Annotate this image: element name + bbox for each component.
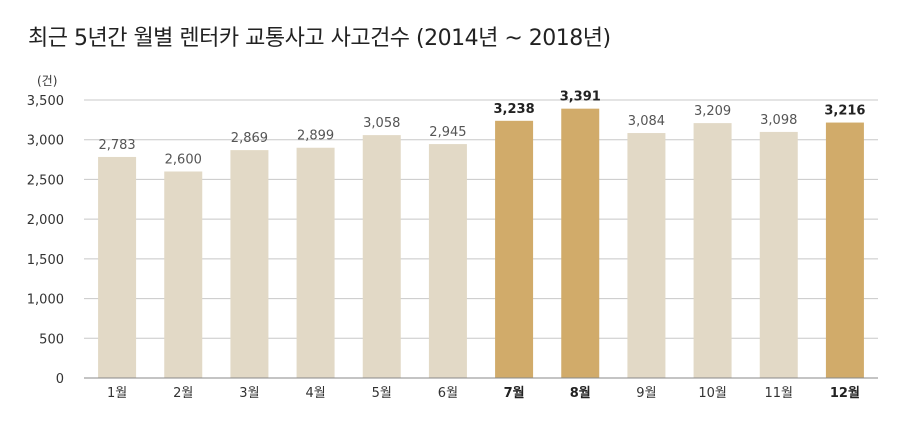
bar [428,144,467,378]
y-tick-label: 1,500 [27,253,64,268]
data-label: 2,783 [98,138,135,153]
bar [362,135,401,378]
data-label: 2,945 [429,125,466,140]
bar [296,147,335,378]
x-tick-label: 6월 [438,386,458,401]
x-tick-label: 2월 [173,386,193,401]
data-label: 3,216 [824,104,865,119]
y-axis-unit-label: (건) [37,74,57,88]
x-tick-label: 1월 [107,386,127,401]
data-label: 3,391 [560,90,601,105]
data-label: 3,058 [363,116,400,131]
bars [98,108,864,379]
x-tick-label: 11월 [764,386,793,401]
data-label: 3,209 [694,104,731,119]
data-label: 2,869 [231,131,268,146]
x-tick-label: 12월 [830,385,860,401]
x-tick-label: 5월 [372,386,392,401]
y-tick-label: 2,500 [27,173,64,188]
bar [627,133,666,378]
y-tick-label: 2,000 [27,213,64,228]
grid-lines [84,99,878,339]
y-tick-label: 1,000 [27,293,64,308]
x-axis-labels: 1월 2월 3월 4월 5월 6월 7월 8월 9월 10월 11월 12월 [107,385,860,401]
bar [693,123,732,379]
bar [495,120,534,378]
bar [164,171,203,378]
bar [230,150,269,378]
data-label: 2,600 [165,152,202,167]
bar [98,156,137,378]
data-label: 3,238 [494,102,535,117]
x-tick-label: 9월 [636,386,656,401]
data-label: 2,899 [297,129,334,144]
y-axis-ticks: 0 500 1,000 1,500 2,000 2,500 3,000 3,500 [27,94,64,387]
data-label: 3,098 [760,113,797,128]
data-labels: 2,783 2,600 2,869 2,899 3,058 2,945 3,238 3,391… [98,90,865,168]
x-tick-label: 7월 [504,385,525,401]
x-tick-label: 8월 [570,385,591,401]
bar [759,131,798,378]
y-tick-label: 500 [39,332,64,347]
bar [561,108,600,378]
bar [825,122,864,379]
x-tick-label: 3월 [239,386,259,401]
chart-title: 최근 5년간 월별 렌터카 교통사고 사고건수 (2014년 ~ 2018년) [28,26,611,51]
data-label: 3,084 [628,114,665,129]
y-tick-label: 3,500 [27,94,64,109]
x-tick-label: 4월 [305,386,325,401]
y-tick-label: 0 [56,372,64,387]
y-tick-label: 3,000 [27,134,64,149]
x-tick-label: 10월 [698,386,727,401]
